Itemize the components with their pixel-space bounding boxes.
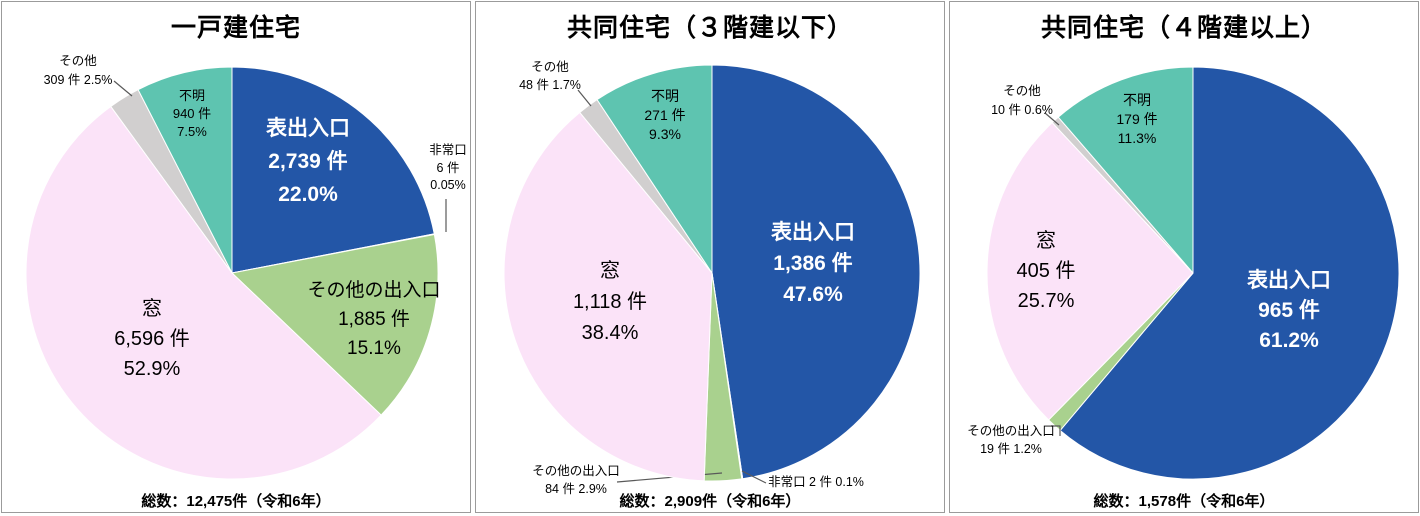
pie-chart-apartment-3floors-or-less: [503, 64, 921, 484]
pie-slice-window: [503, 111, 713, 482]
leader-line-other-entrance: [1051, 425, 1061, 436]
pie-slice-other-entrance: [231, 233, 439, 416]
pie-slice-front-entrance: [711, 64, 921, 480]
slice-callout-front-entrance: 表出入口 965 件 61.2%: [1247, 269, 1331, 352]
slice-callout-unknown: 不明 179 件 11.3%: [1116, 92, 1158, 146]
panel-apartment-4floors-or-more: 共同住宅（４階建以上） 総数：1,578件（令和6年） 表出入口 965 件 61.…: [949, 1, 1419, 513]
total-note: 総数：2,909件（令和6年）: [619, 493, 801, 510]
pie-slice-window: [986, 122, 1194, 421]
pie-slice-front-entrance: [231, 66, 435, 274]
slice-callout-other-entrance: その他の出入口 19 件 1.2%: [967, 424, 1055, 456]
slice-callout-other-entrance: その他の出入口 84 件 2.9%: [532, 464, 620, 496]
slice-callout-unknown: 不明 271 件 9.3%: [644, 88, 686, 142]
slice-callout-front-entrance: 表出入口 2,739 件 22.0%: [266, 117, 350, 206]
leader-line-other: [113, 80, 133, 97]
slice-callout-window: 窓 6,596 件 52.9%: [114, 298, 190, 380]
leader-line-other: [1044, 112, 1060, 126]
chart-title: 共同住宅（４階建以上）: [1040, 14, 1327, 42]
leader-line-emergency-exit: [741, 470, 767, 484]
pie-slice-unknown: [1057, 66, 1194, 274]
pie-slice-front-entrance: [1059, 66, 1400, 480]
pie-chart-detached-house: [25, 66, 447, 480]
slice-callout-emergency-exit: 非常口 6 件 0.05%: [429, 143, 467, 192]
pie-slice-window: [25, 105, 382, 480]
slice-callout-front-entrance: 表出入口 1,386 件 47.6%: [771, 221, 855, 306]
chart-title: 一戸建住宅: [170, 14, 301, 42]
total-note: 総数：12,475件（令和6年）: [141, 493, 331, 510]
slice-callout-other: その他 309 件 2.5%: [43, 54, 113, 87]
slice-callout-window: 窓 1,118 件 38.4%: [572, 260, 648, 344]
pie-slice-unknown: [596, 64, 713, 274]
slice-callout-emergency-exit: 非常口 2 件 0.1%: [768, 475, 864, 489]
pie-chart-apartment-4floors-or-more: [986, 66, 1400, 480]
total-note: 総数：1,578件（令和6年）: [1093, 493, 1275, 510]
chart-title: 共同住宅（３階建以下）: [566, 14, 853, 42]
pie-slice-unknown: [137, 66, 233, 274]
slice-callout-window: 窓 405 件 25.7%: [1016, 230, 1076, 312]
panel-detached-house: 一戸建住宅 総数：12,475件（令和6年） 表出入口 2,739 件 22.0% 非…: [1, 1, 471, 513]
slice-callout-other: その他 48 件 1.7%: [519, 60, 581, 92]
slice-callout-other: その他 10 件 0.6%: [991, 84, 1053, 117]
leader-line-other: [577, 89, 592, 107]
slice-callout-unknown: 不明 940 件 7.5%: [172, 88, 212, 139]
slice-callout-other-entrance: その他の出入口 1,885 件 15.1%: [307, 280, 441, 359]
